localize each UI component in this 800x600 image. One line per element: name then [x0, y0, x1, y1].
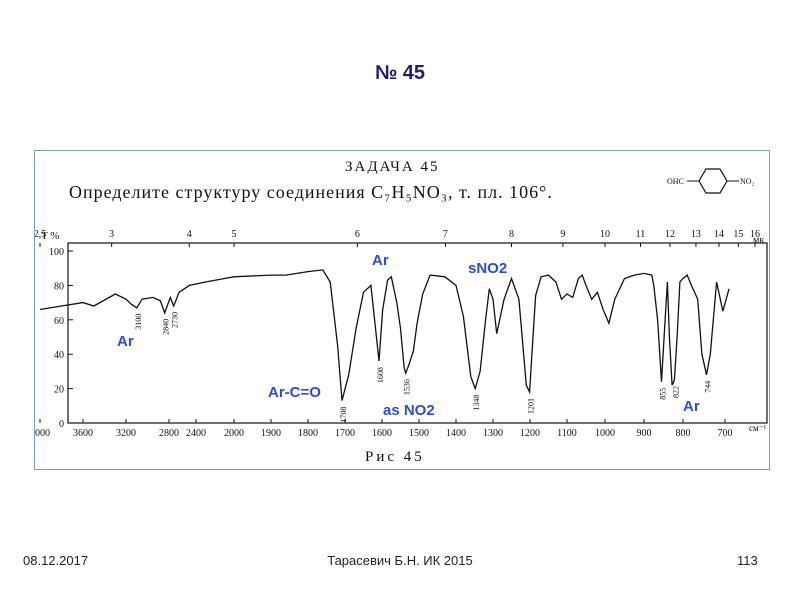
- top-tick-label: 5: [232, 229, 237, 240]
- band-annotation: Ar-C=O: [268, 384, 321, 401]
- x-axis-ticks: 4000 3600 3200 2800 2400 2000 1900 1800 1700 1600…: [35, 419, 733, 439]
- spectrum-figure: ЗАДАЧА 45 Определите структуру соединени…: [34, 150, 770, 470]
- top-tick-label: 2,5: [35, 229, 46, 240]
- y-tick-label: 100: [49, 247, 64, 258]
- top-tick-label: 13: [691, 229, 701, 240]
- peak-label: 2840: [162, 319, 171, 335]
- x-tick-label: 1400: [446, 428, 466, 439]
- problem-text: Определите структуру соединения C₇H₅NO₃,…: [69, 182, 553, 202]
- top-tick-label: 11: [636, 229, 646, 240]
- x-tick-label: 700: [718, 428, 733, 439]
- peak-label: 1348: [472, 395, 481, 411]
- plot-frame: [67, 242, 768, 424]
- peak-label: 855: [659, 388, 668, 400]
- x-tick-label: 1900: [261, 428, 281, 439]
- footer-author: Тарасевич Б.Н. ИК 2015: [327, 553, 473, 568]
- x-tick-label: 1500: [409, 428, 429, 439]
- peak-label: 2730: [171, 312, 180, 328]
- band-annotation: Ar: [683, 398, 700, 415]
- x-tick-label: 900: [637, 428, 652, 439]
- band-annotation: Ar: [372, 252, 389, 269]
- top-tick-label: 15: [733, 229, 743, 240]
- top-tick-label: 9: [560, 229, 565, 240]
- peak-labels: 3100 2840 2730 1708 1608 1536 1348 1201 855 822 74…: [134, 312, 713, 423]
- y-tick-label: 60: [54, 316, 64, 327]
- x-tick-label: 1000: [595, 428, 615, 439]
- structure-drawing: OHC NO₂: [667, 168, 755, 194]
- x-tick-label: 1600: [372, 428, 392, 439]
- peak-label: 1708: [339, 407, 348, 423]
- slide-title: № 45: [374, 62, 426, 84]
- x-unit-label: см⁻¹: [749, 423, 766, 433]
- y-axis-ticks: 0 20 40 60 80 100: [49, 247, 73, 430]
- x-tick-label: 3200: [116, 428, 136, 439]
- band-annotation: as NO2: [383, 402, 435, 419]
- x-tick-label: 4000: [35, 428, 50, 439]
- ir-spectrum-chart: ЗАДАЧА 45 Определите структуру соединени…: [35, 159, 768, 465]
- y-tick-label: 40: [54, 350, 64, 361]
- top-tick-label: 10: [600, 229, 610, 240]
- top-tick-label: 7: [443, 229, 448, 240]
- y-tick-label: 20: [54, 385, 64, 396]
- footer-date: 08.12.2017: [23, 553, 89, 568]
- benzene-ring-icon: [698, 168, 728, 194]
- y-tick-label: 80: [54, 281, 64, 292]
- footer-page-number: 113: [737, 553, 758, 568]
- top-unit-label: мк: [753, 235, 764, 246]
- top-axis-ticks: 2,5 3 4 5 6 7 8 9 10 11 12 13 14 15 16: [35, 229, 760, 247]
- x-tick-label: 1300: [483, 428, 503, 439]
- y-tick-label: 0: [59, 419, 64, 430]
- top-tick-label: 12: [665, 229, 675, 240]
- peak-label: 1608: [376, 367, 385, 383]
- x-tick-label: 1200: [520, 428, 540, 439]
- band-annotation: sNO2: [468, 260, 507, 277]
- top-tick-label: 4: [187, 229, 192, 240]
- x-tick-label: 1100: [557, 428, 577, 439]
- peak-label: 1201: [527, 398, 536, 414]
- peak-label: 822: [671, 386, 680, 398]
- x-tick-label: 2800: [159, 428, 179, 439]
- x-tick-label: 1700: [335, 428, 355, 439]
- structure-right-group: NO₂: [740, 177, 755, 186]
- x-tick-label: 2000: [224, 428, 244, 439]
- peak-label: 3100: [134, 314, 143, 330]
- band-annotation: Ar: [117, 333, 134, 350]
- x-tick-label: 3600: [73, 428, 93, 439]
- top-tick-label: 3: [109, 229, 114, 240]
- band-annotations: Ar Ar sNO2 Ar-C=O as NO2 Ar: [117, 252, 700, 419]
- peak-label: 744: [704, 381, 713, 393]
- problem-heading: ЗАДАЧА 45: [345, 159, 439, 175]
- x-tick-label: 1800: [298, 428, 318, 439]
- figure-caption: Рис 45: [365, 449, 425, 465]
- y-axis-label: T %: [41, 230, 59, 242]
- top-tick-label: 14: [714, 229, 724, 240]
- top-tick-label: 16: [750, 229, 760, 240]
- x-tick-label: 2400: [186, 428, 206, 439]
- peak-label: 1536: [403, 379, 412, 395]
- spectrum-line: [39, 269, 730, 401]
- top-tick-label: 6: [355, 229, 360, 240]
- structure-left-group: OHC: [667, 177, 684, 186]
- top-tick-label: 8: [509, 229, 514, 240]
- x-tick-label: 800: [676, 428, 691, 439]
